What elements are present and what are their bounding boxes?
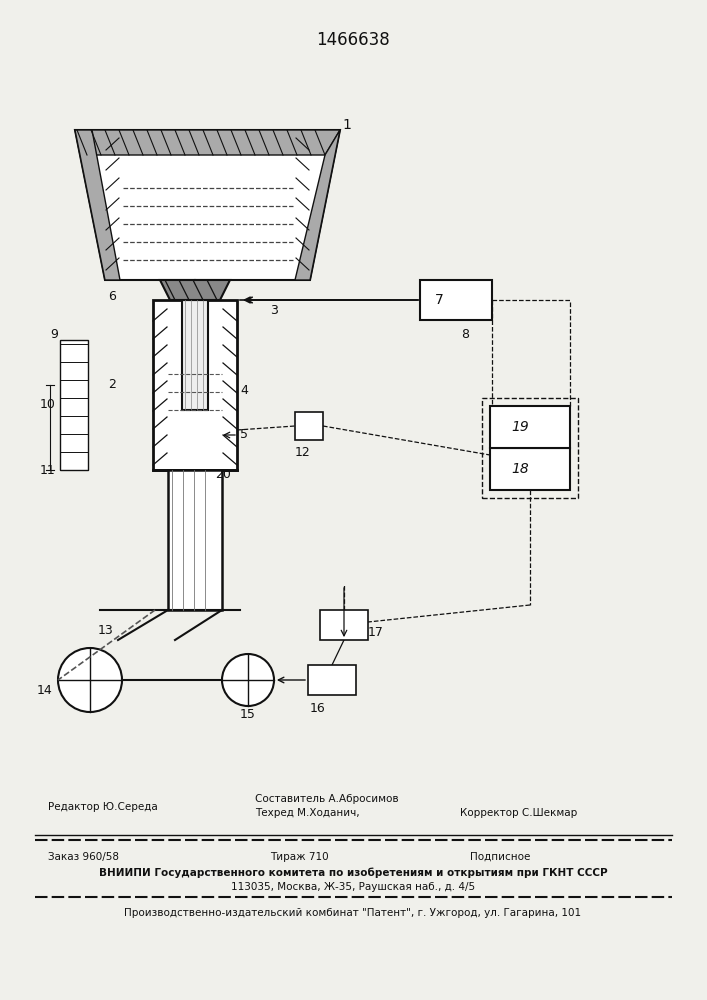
Bar — [482, 398, 578, 498]
Text: Редактор Ю.Середа: Редактор Ю.Середа — [48, 802, 158, 812]
Text: 12: 12 — [295, 446, 311, 458]
Bar — [490, 406, 570, 448]
Bar — [60, 340, 88, 470]
Text: 19: 19 — [511, 420, 529, 434]
Polygon shape — [295, 130, 340, 280]
Circle shape — [58, 648, 122, 712]
Text: Техред М.Ходанич,: Техред М.Ходанич, — [255, 808, 360, 818]
Text: Составитель А.Абросимов: Составитель А.Абросимов — [255, 794, 399, 804]
Polygon shape — [75, 130, 120, 280]
Bar — [420, 280, 492, 320]
Bar — [182, 300, 208, 410]
Bar — [168, 470, 222, 610]
Text: 16: 16 — [310, 702, 326, 714]
Text: 14: 14 — [36, 684, 52, 696]
Text: 1: 1 — [342, 118, 351, 132]
Text: 113035, Москва, Ж-35, Раушская наб., д. 4/5: 113035, Москва, Ж-35, Раушская наб., д. … — [231, 882, 475, 892]
Text: 6: 6 — [108, 290, 116, 304]
Polygon shape — [75, 130, 340, 155]
Text: Корректор С.Шекмар: Корректор С.Шекмар — [460, 808, 577, 818]
Bar — [153, 300, 237, 470]
Text: Производственно-издательский комбинат "Патент", г. Ужгород, ул. Гагарина, 101: Производственно-издательский комбинат "П… — [124, 908, 582, 918]
Text: 10: 10 — [40, 398, 56, 412]
Text: 20: 20 — [215, 468, 231, 482]
Text: Заказ 960/58: Заказ 960/58 — [48, 852, 119, 862]
Bar — [308, 665, 356, 695]
Text: 1466638: 1466638 — [316, 31, 390, 49]
Text: Подписное: Подписное — [470, 852, 530, 862]
Text: ВНИИПИ Государственного комитета по изобретениям и открытиям при ГКНТ СССР: ВНИИПИ Государственного комитета по изоб… — [99, 868, 607, 878]
Bar — [320, 610, 368, 640]
Text: 17: 17 — [368, 626, 384, 639]
Text: Тираж 710: Тираж 710 — [270, 852, 329, 862]
Polygon shape — [75, 130, 340, 280]
Text: 13: 13 — [98, 624, 114, 637]
Text: 3: 3 — [270, 304, 278, 316]
Bar — [295, 412, 323, 440]
Circle shape — [222, 654, 274, 706]
Polygon shape — [160, 280, 230, 300]
Text: 2: 2 — [108, 378, 116, 391]
Text: 5: 5 — [240, 428, 248, 442]
Text: 11: 11 — [40, 464, 56, 477]
Text: 9: 9 — [50, 328, 58, 342]
Text: 7: 7 — [435, 293, 444, 307]
Text: 18: 18 — [511, 462, 529, 476]
Bar — [490, 448, 570, 490]
Text: 4: 4 — [240, 383, 248, 396]
Text: 15: 15 — [240, 708, 256, 722]
Text: 8: 8 — [461, 328, 469, 342]
